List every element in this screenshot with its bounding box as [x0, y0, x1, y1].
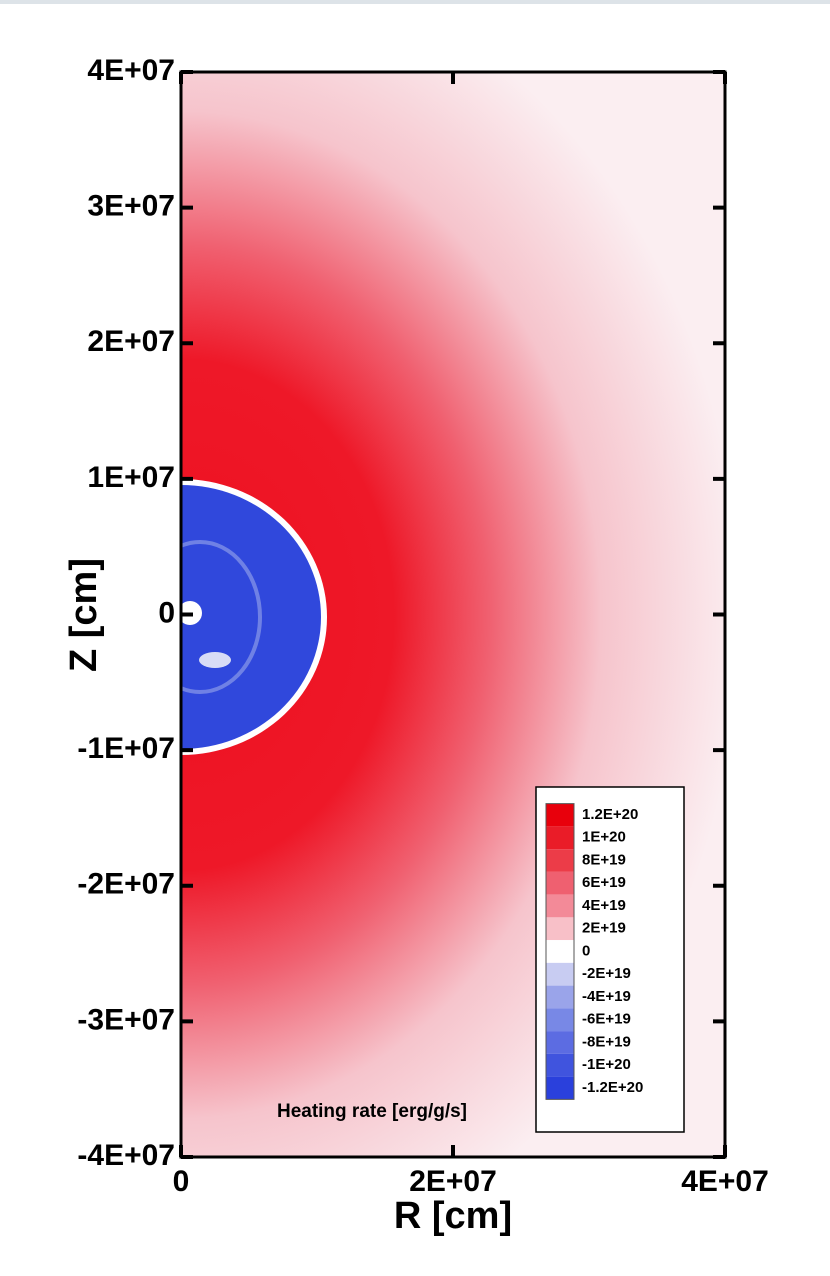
colorbar-swatch — [546, 849, 574, 872]
colorbar-label: -1E+20 — [582, 1056, 631, 1073]
top-border — [0, 0, 830, 4]
y-tick-label: -1E+07 — [77, 732, 175, 765]
colorbar-swatch — [546, 1031, 574, 1054]
y-tick-label: 2E+07 — [87, 325, 175, 358]
y-tick-label: 0 — [158, 596, 175, 629]
colorbar-label: -4E+19 — [582, 988, 631, 1005]
colorbar-label: -8E+19 — [582, 1033, 631, 1050]
x-tick-label: 4E+07 — [681, 1165, 769, 1198]
colorbar-swatch — [546, 985, 574, 1009]
colorbar-label: 1E+20 — [582, 829, 626, 846]
colorbar-label: -2E+19 — [582, 965, 631, 982]
field — [181, 72, 725, 1157]
colorbar-swatch — [546, 1076, 574, 1100]
colorbar-swatch — [546, 1053, 574, 1077]
annotation: Heating rate [erg/g/s] — [277, 1101, 467, 1122]
y-tick-label: 4E+07 — [87, 54, 175, 87]
y-tick-label: 1E+07 — [87, 461, 175, 494]
colorbar-swatch — [546, 826, 574, 850]
colorbar-swatch — [546, 962, 574, 986]
colorbar-swatch — [546, 803, 574, 827]
x-tick-label: 2E+07 — [409, 1165, 497, 1198]
colorbar-swatch — [546, 894, 574, 918]
colorbar-label: 6E+19 — [582, 874, 626, 891]
colorbar-label: 8E+19 — [582, 851, 626, 868]
colorbar-label: 4E+19 — [582, 897, 626, 914]
x-tick-label: 0 — [173, 1165, 190, 1198]
y-tick-label: -4E+07 — [77, 1139, 175, 1172]
colorbar-swatch — [546, 917, 574, 941]
colorbar-label: -1.2E+20 — [582, 1079, 643, 1096]
y-axis-label: Z [cm] — [63, 558, 105, 672]
y-tick-label: -3E+07 — [77, 1003, 175, 1036]
colorbar-swatch — [546, 940, 574, 963]
colorbar-swatch — [546, 1008, 574, 1032]
colorbar-label: 2E+19 — [582, 920, 626, 937]
colorbar-swatch — [546, 871, 574, 895]
colorbar-frame — [545, 803, 575, 1100]
colorbar-label: -6E+19 — [582, 1011, 631, 1028]
colorbar-label: 1.2E+20 — [582, 806, 638, 823]
x-axis-label: R [cm] — [394, 1195, 512, 1237]
y-tick-label: -2E+07 — [77, 868, 175, 901]
colorbar-label: 0 — [582, 942, 590, 959]
y-tick-label: 3E+07 — [87, 190, 175, 223]
